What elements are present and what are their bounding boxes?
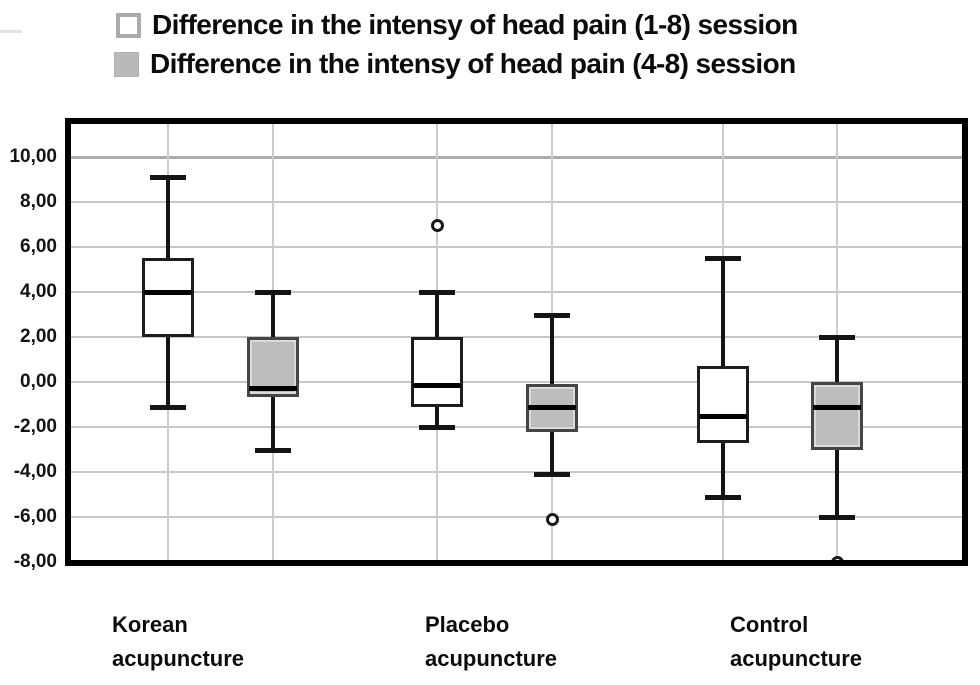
y-tick-label: 0,00 (20, 371, 57, 392)
gridline-horizontal (71, 336, 962, 338)
whisker-cap (705, 256, 741, 262)
gridline-horizontal (71, 381, 962, 383)
y-tick-label: -4,00 (13, 461, 57, 482)
whisker-cap (819, 515, 855, 520)
gridline-horizontal (71, 516, 962, 518)
y-tick-label: 4,00 (20, 281, 57, 302)
category-label-control: Control acupuncture (730, 612, 863, 671)
whisker-cap (705, 494, 741, 500)
outlier-point (831, 556, 844, 560)
legend-label: Difference in the intensy of head pain (… (150, 48, 796, 79)
gridline-horizontal (71, 156, 962, 159)
y-tick-label: 6,00 (20, 236, 57, 257)
gridline-horizontal (71, 291, 962, 293)
plot-inner (71, 124, 962, 560)
category-label-korean: Korean acupuncture (112, 612, 245, 671)
legend-label: Difference in the intensy of head pain (… (152, 9, 798, 40)
whisker-cap (419, 425, 455, 430)
legend-item-session-1-8: Difference in the intensy of head pain (… (116, 9, 798, 41)
whisker-cap (534, 312, 570, 318)
gridline-horizontal (71, 471, 962, 473)
boxplot-box (411, 337, 463, 407)
gridline-horizontal (71, 426, 962, 428)
median-line (413, 383, 461, 389)
whisker-cap (150, 404, 186, 410)
white-box-swatch-icon (116, 12, 141, 38)
whisker-cap (255, 447, 291, 453)
y-tick-label: -6,00 (13, 506, 57, 527)
y-tick-label: 8,00 (20, 191, 57, 212)
boxplot-box (811, 382, 863, 450)
scan-artifact (0, 30, 22, 33)
median-line (144, 290, 192, 295)
whisker-cap (534, 472, 570, 478)
whisker-cap (150, 175, 186, 181)
y-tick-label: -8,00 (13, 551, 57, 572)
gridline-horizontal (71, 246, 962, 248)
y-tick-label: 10,00 (9, 146, 57, 167)
y-tick-label: -2,00 (13, 416, 57, 437)
whisker-cap (819, 335, 855, 340)
gray-box-swatch-icon (114, 51, 139, 77)
gridline-horizontal (71, 201, 962, 203)
legend-item-session-4-8: Difference in the intensy of head pain (… (114, 48, 796, 80)
median-line (249, 385, 297, 391)
category-label-placebo: Placebo acupuncture (425, 612, 558, 671)
whisker-cap (419, 290, 455, 295)
outlier-point (431, 218, 444, 232)
whisker-cap (255, 290, 291, 295)
outlier-point (546, 513, 559, 527)
median-line (528, 404, 576, 410)
y-tick-label: 2,00 (20, 326, 57, 347)
median-line (813, 404, 861, 410)
plot-area (65, 118, 968, 566)
median-line (699, 413, 747, 419)
boxplot-box (697, 366, 749, 443)
boxplot-box (142, 258, 194, 337)
